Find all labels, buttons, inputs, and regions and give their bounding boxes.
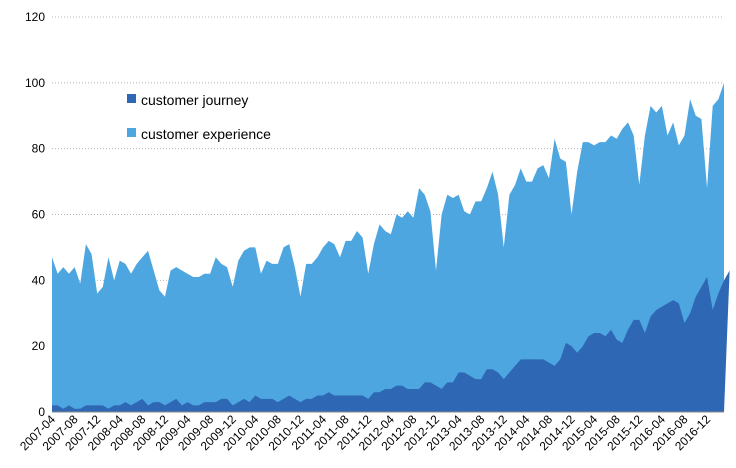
y-tick-label: 40 [32,273,46,287]
y-tick-label: 80 [32,142,46,156]
plot-areas [52,82,730,412]
y-tick-label: 60 [32,208,46,222]
y-tick-label: 100 [25,76,45,90]
y-axis: 0 20 40 60 80 100 120 [25,10,45,419]
legend: customer journey customer experience [127,92,271,142]
area-customer-experience [52,82,724,412]
x-axis: 2007-042007-082007-122008-042008-082008-… [17,412,713,453]
legend-swatch-customer-experience [127,128,136,137]
legend-swatch-customer-journey [127,94,136,103]
y-tick-label: 0 [38,405,45,419]
area-customer-journey [52,270,730,412]
legend-label-customer-journey: customer journey [141,92,248,108]
y-tick-label: 20 [32,339,46,353]
legend-label-customer-experience: customer experience [141,126,271,142]
y-tick-label: 120 [25,10,45,24]
